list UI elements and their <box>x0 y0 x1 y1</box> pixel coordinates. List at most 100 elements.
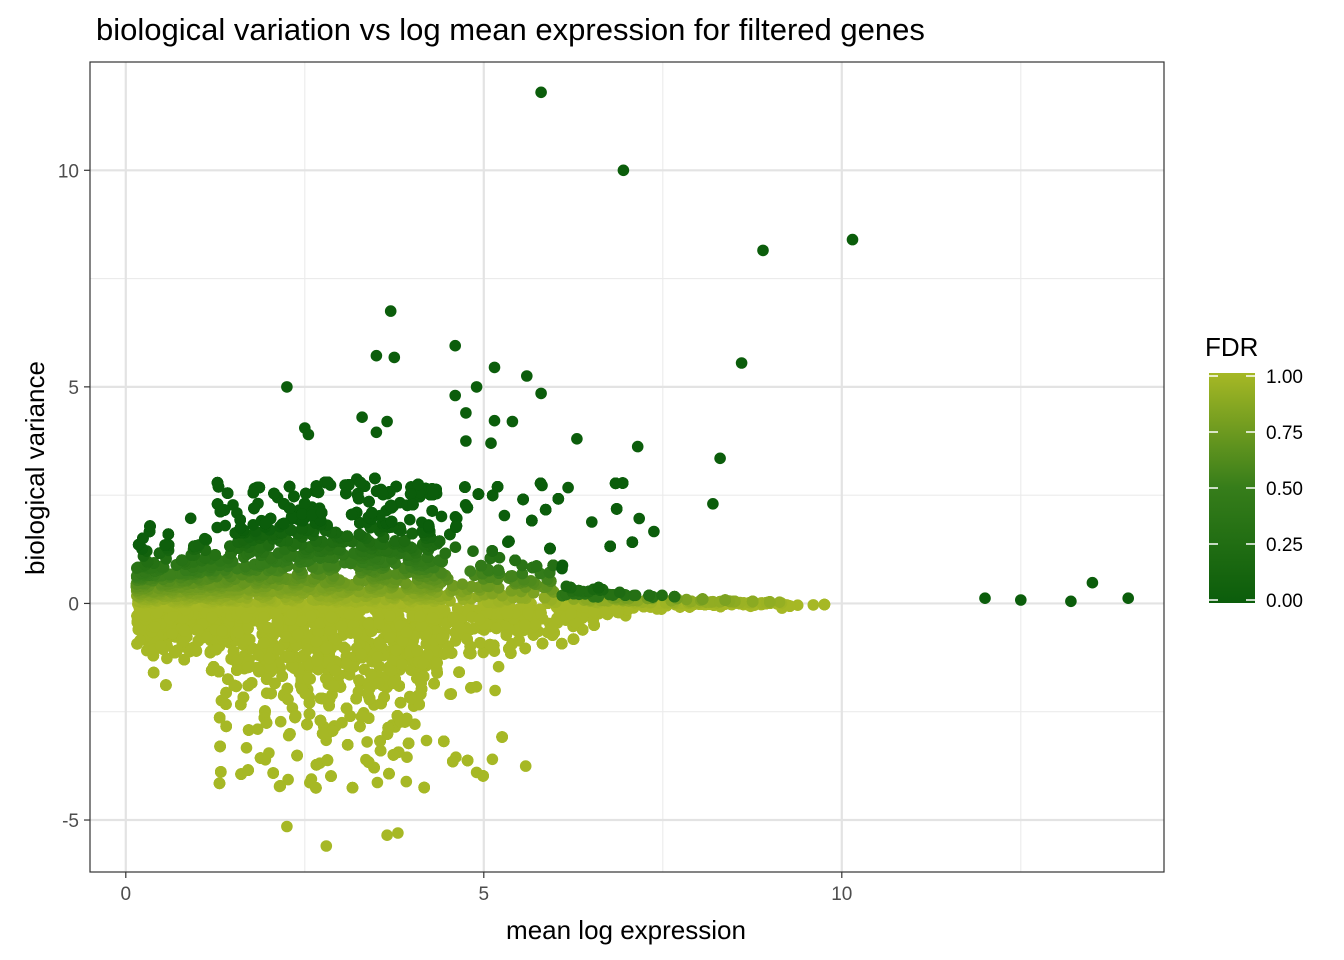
data-point <box>251 723 264 735</box>
data-point <box>447 755 459 768</box>
data-point <box>232 626 245 639</box>
data-point <box>546 621 559 634</box>
data-point <box>286 608 298 621</box>
data-point <box>263 652 276 665</box>
data-point <box>327 680 340 692</box>
data-point <box>329 664 342 677</box>
data-point <box>536 637 549 650</box>
data-point <box>399 716 411 728</box>
data-point <box>240 742 253 754</box>
data-point <box>420 734 433 747</box>
data-point <box>210 643 222 656</box>
data-point <box>492 660 505 673</box>
data-point <box>465 623 477 635</box>
data-point <box>178 624 191 637</box>
data-point <box>567 633 580 645</box>
data-point <box>355 648 367 660</box>
data-point <box>418 781 431 794</box>
data-point <box>320 840 333 852</box>
data-point <box>291 749 303 762</box>
data-point <box>242 679 254 692</box>
data-point <box>496 731 508 743</box>
data-point <box>355 710 368 723</box>
data-point <box>435 632 448 645</box>
data-point <box>281 820 293 833</box>
data-point <box>280 631 293 643</box>
data-point <box>365 668 377 681</box>
data-point <box>431 657 443 669</box>
data-point <box>409 718 421 730</box>
data-point <box>473 613 486 626</box>
data-point <box>402 737 415 750</box>
data-point <box>310 759 323 771</box>
data-point <box>807 599 820 611</box>
data-point <box>340 702 353 715</box>
data-point <box>220 698 232 710</box>
data-point <box>519 619 531 631</box>
data-point <box>470 766 483 779</box>
data-point <box>390 644 402 657</box>
data-point <box>154 640 167 652</box>
scatter-points <box>130 86 1134 852</box>
data-point <box>213 777 226 790</box>
data-point <box>378 691 390 703</box>
data-point <box>341 739 354 751</box>
data-point <box>484 638 496 651</box>
data-point <box>438 735 450 748</box>
data-point <box>361 736 373 748</box>
data-point <box>400 775 413 788</box>
data-point <box>556 637 568 650</box>
data-point <box>354 720 366 733</box>
data-point <box>242 724 255 736</box>
data-point <box>337 641 350 654</box>
data-point <box>296 615 308 627</box>
data-point <box>340 657 353 670</box>
data-point <box>588 619 600 631</box>
data-point <box>343 608 356 620</box>
data-point <box>316 692 329 705</box>
data-point <box>465 647 477 660</box>
data-point <box>325 770 337 782</box>
data-point <box>371 776 384 789</box>
data-point <box>228 679 241 692</box>
data-point <box>267 767 280 779</box>
data-point <box>160 679 172 691</box>
data-point <box>489 684 501 697</box>
data-point <box>242 764 254 776</box>
data-point <box>383 632 396 644</box>
data-point <box>522 607 534 620</box>
data-point <box>401 751 413 763</box>
data-point <box>325 611 338 624</box>
data-point <box>296 683 308 696</box>
data-point <box>314 714 327 727</box>
data-point <box>490 622 503 635</box>
data-point <box>166 628 178 640</box>
data-point <box>320 642 333 655</box>
data-point <box>311 654 323 667</box>
data-point <box>565 607 577 620</box>
data-point <box>396 658 408 671</box>
data-point <box>362 618 375 630</box>
data-point <box>374 735 386 747</box>
data-point <box>350 692 363 705</box>
data-point <box>414 610 426 623</box>
data-point <box>214 740 226 753</box>
chart-title: biological variation vs log mean express… <box>96 12 925 47</box>
data-point <box>258 611 270 624</box>
data-point <box>139 610 151 622</box>
data-point <box>415 677 427 690</box>
data-point <box>310 782 322 794</box>
data-point <box>384 610 396 622</box>
data-point <box>282 773 294 786</box>
data-point <box>353 674 365 686</box>
data-point <box>385 664 397 677</box>
data-point <box>346 781 359 794</box>
data-point <box>513 634 525 647</box>
data-point <box>426 612 439 624</box>
data-point <box>257 637 270 649</box>
data-point <box>368 761 380 774</box>
data-point <box>461 633 473 645</box>
data-point <box>387 677 400 689</box>
data-point <box>310 635 323 648</box>
data-point <box>301 643 314 656</box>
